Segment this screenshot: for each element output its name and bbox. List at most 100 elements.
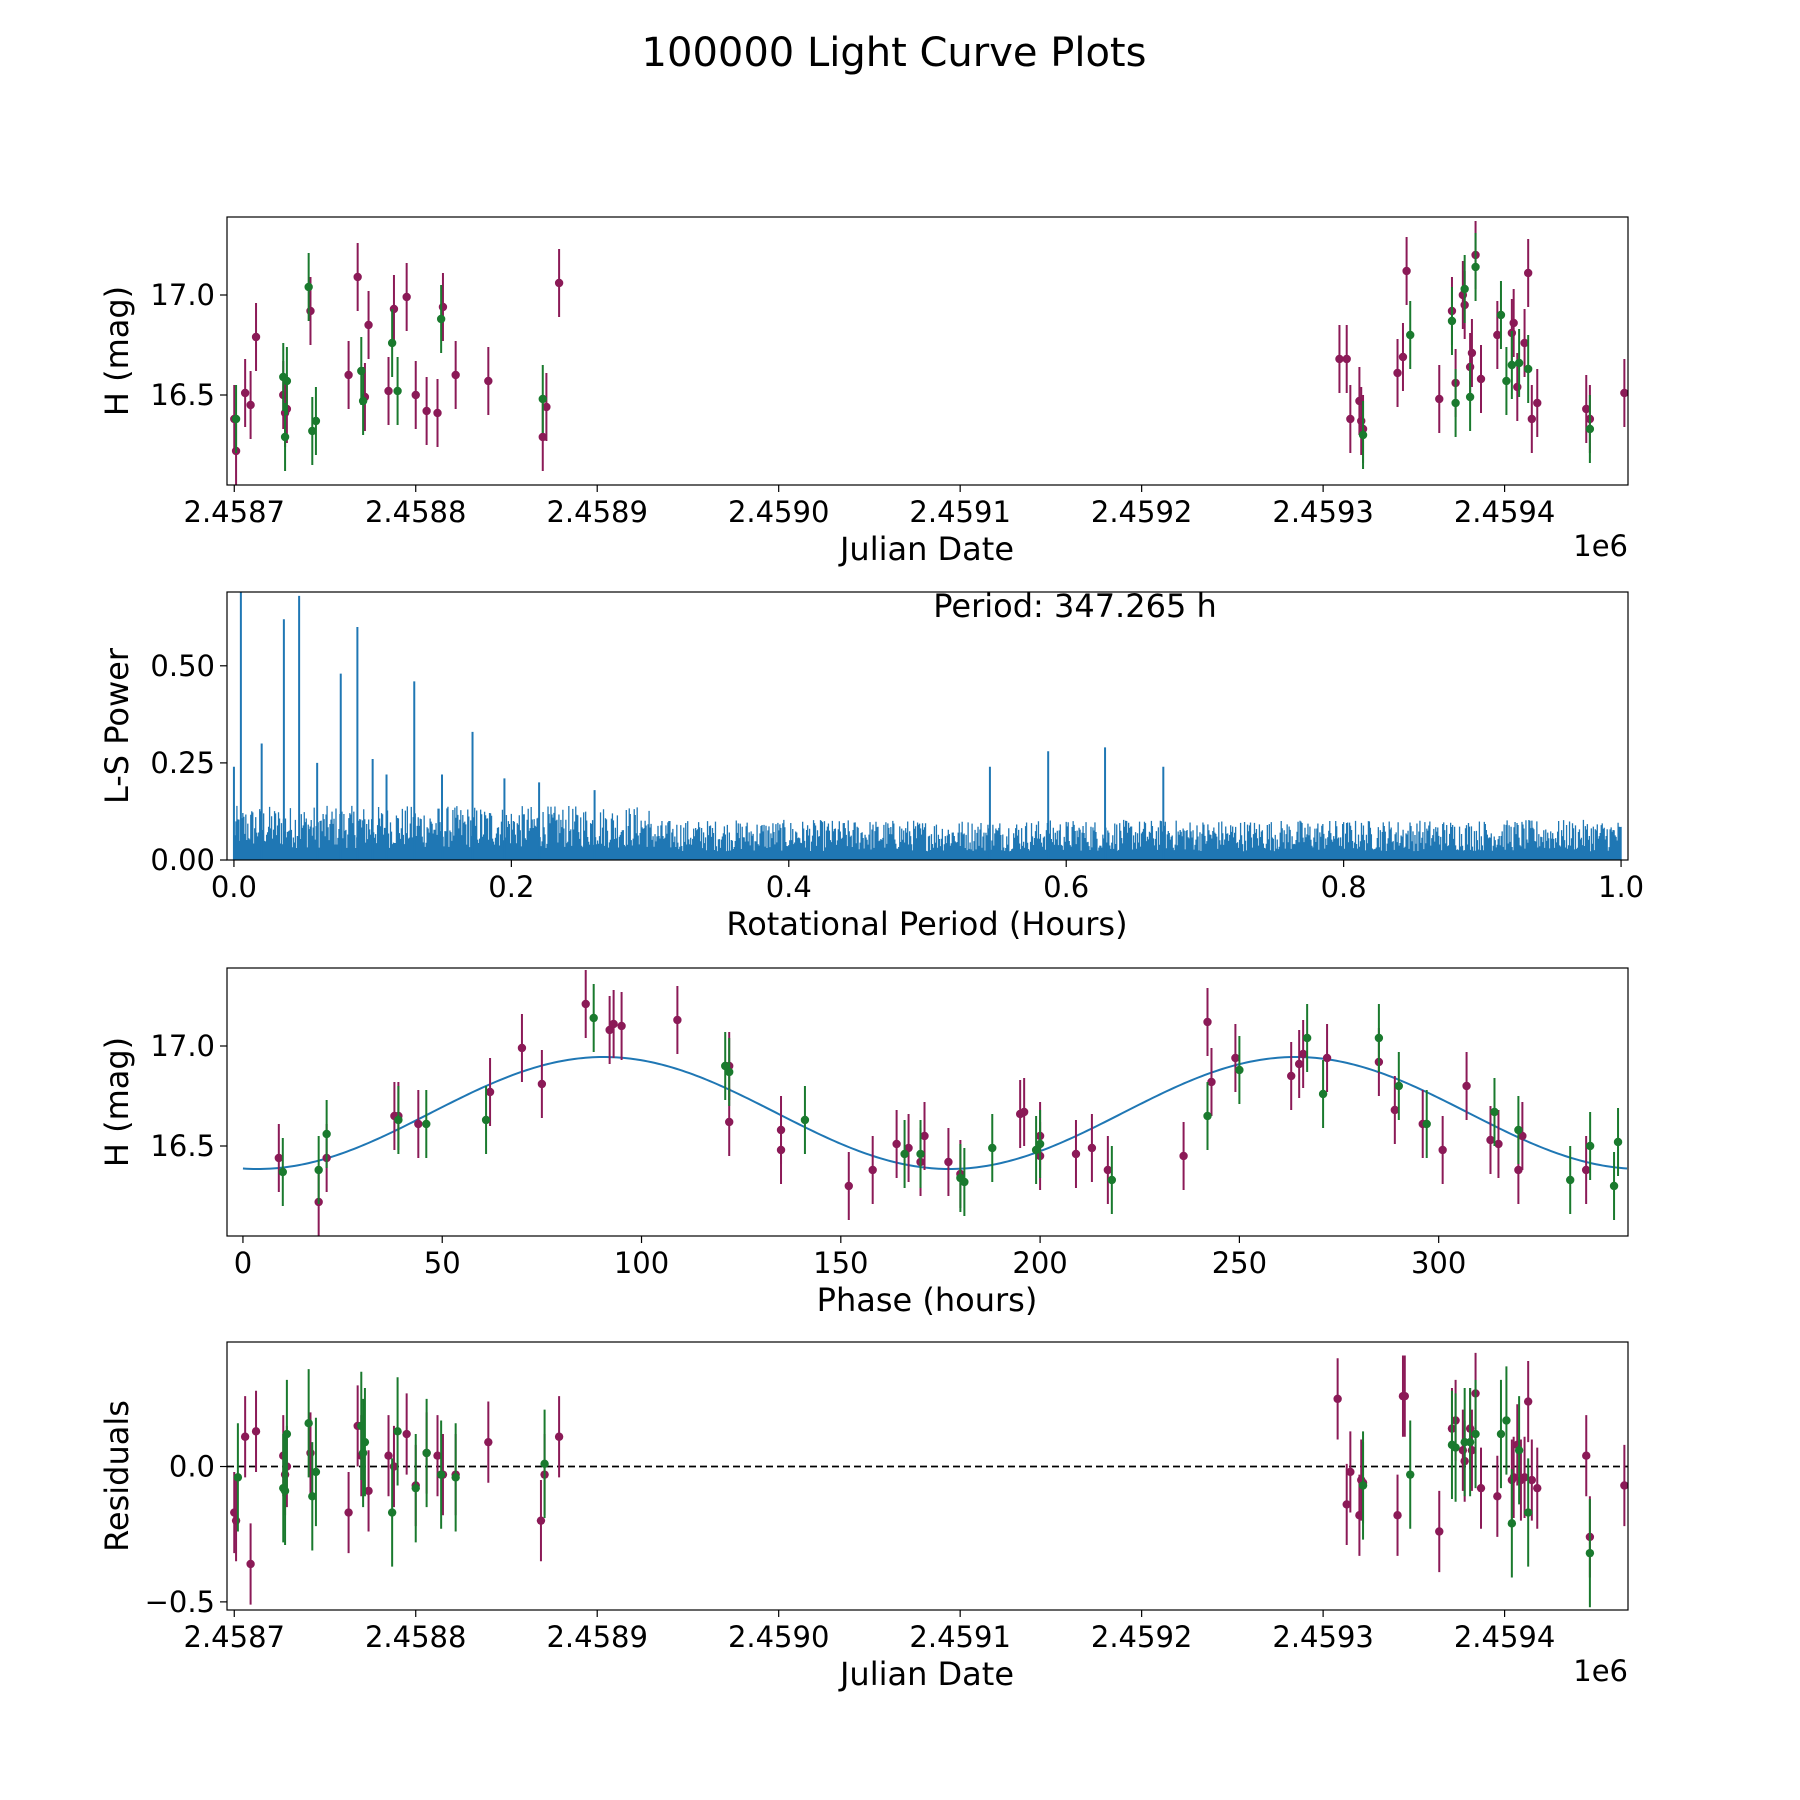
residuals-point-green (308, 1492, 317, 1501)
lightcurve-ytick-label: 16.5 (150, 378, 215, 412)
residuals-point-green (280, 1486, 290, 1496)
residuals-point-purple (1582, 1451, 1591, 1460)
phase-plot-area (242, 970, 1628, 1236)
phase-point-green (422, 1119, 431, 1129)
phase-point-purple (517, 1043, 527, 1053)
phase-point-purple (673, 1015, 682, 1025)
phase-point-purple (1071, 1149, 1081, 1159)
phase-point-purple (609, 1019, 618, 1029)
residuals-point-green (1406, 1470, 1415, 1479)
periodogram-panel: 0.0 0.2 0.4 0.6 0.8 1.0 0.00 0.25 0.50 Period: 3… (98, 587, 1644, 943)
phase-point-purple (1231, 1053, 1240, 1063)
lightcurve-point-purple (1582, 404, 1591, 414)
residuals-xtick-label: 2.4594 (1454, 1620, 1555, 1654)
phase-point-green (1235, 1065, 1244, 1075)
residuals-panel: 2.4587 2.4588 2.4589 2.4590 2.4591 2.4592 2.45… (98, 1341, 1629, 1693)
lightcurve-point-purple (554, 278, 564, 288)
periodogram-xtick-label: 0.6 (1043, 870, 1089, 904)
lightcurve-plot-area (230, 221, 1628, 485)
phase-point-green (1514, 1125, 1523, 1135)
residuals-point-green (436, 1470, 446, 1479)
lightcurve-point-purple (1620, 388, 1628, 398)
residuals-point-purple (484, 1437, 493, 1447)
residuals-xtick-label: 2.4589 (546, 1620, 647, 1654)
residuals-point-green (358, 1448, 368, 1458)
phase-xlabel: Phase (hours) (817, 1281, 1038, 1319)
lightcurve-offset-text: 1e6 (1573, 529, 1628, 563)
phase-point-purple (485, 1087, 495, 1097)
residuals-xtick-label: 2.4592 (1091, 1620, 1192, 1654)
phase-point-purple (537, 1079, 547, 1089)
lightcurve-xtick-label: 2.4593 (1272, 495, 1373, 529)
lightcurve-point-purple (353, 272, 362, 282)
residuals-point-green (233, 1473, 243, 1482)
phase-point-green (960, 1177, 969, 1187)
residuals-point-purple (1527, 1475, 1537, 1485)
residuals-point-purple (1346, 1467, 1355, 1477)
lightcurve-point-purple (538, 432, 547, 442)
lightcurve-point-purple (1520, 338, 1529, 348)
residuals-point-green (282, 1429, 292, 1439)
phase-point-purple (1518, 1131, 1527, 1141)
residuals-point-purple (402, 1429, 411, 1439)
phase-xtick-label: 150 (813, 1246, 868, 1280)
lightcurve-point-green (1507, 360, 1517, 370)
residuals-point-green (393, 1427, 402, 1436)
lightcurve-point-purple (1335, 354, 1344, 364)
lightcurve-point-green (1460, 284, 1469, 294)
lightcurve-point-purple (1342, 354, 1351, 364)
phase-point-green (481, 1115, 491, 1125)
lightcurve-point-green (1585, 424, 1595, 434)
lightcurve-point-green (304, 282, 313, 292)
phase-point-purple (274, 1153, 284, 1163)
lightcurve-point-purple (451, 370, 460, 380)
residuals-point-green (1514, 1446, 1524, 1455)
phase-point-purple (1179, 1151, 1188, 1161)
residuals-point-green (411, 1483, 420, 1493)
lightcurve-point-purple (240, 388, 250, 398)
periodogram-plot-area (232, 592, 1622, 860)
periodogram-xtick-label: 1.0 (1598, 870, 1644, 904)
residuals-point-green (1585, 1548, 1595, 1558)
lightcurve-point-green (1496, 310, 1506, 320)
residuals-point-purple (1523, 1397, 1533, 1406)
residuals-point-green (387, 1508, 397, 1517)
lightcurve-point-purple (1533, 398, 1542, 408)
residuals-point-purple (240, 1432, 250, 1441)
phase-xtick-label: 300 (1411, 1246, 1466, 1280)
lightcurve-point-purple (1509, 318, 1518, 328)
phase-ytick-label: 16.5 (150, 1129, 215, 1163)
phase-point-purple (1087, 1143, 1097, 1153)
residuals-point-green (1523, 1508, 1533, 1517)
lightcurve-point-green (311, 416, 321, 426)
lightcurve-point-green (1465, 392, 1475, 402)
residuals-point-purple (246, 1559, 255, 1569)
residuals-point-purple (1620, 1481, 1628, 1490)
residuals-point-purple (364, 1486, 373, 1496)
phase-point-purple (776, 1145, 786, 1155)
lightcurve-point-green (308, 426, 317, 436)
lightcurve-point-green (231, 414, 241, 424)
phase-point-green (1613, 1137, 1623, 1147)
lightcurve-point-purple (1357, 416, 1366, 426)
lightcurve-xlabel: Julian Date (838, 530, 1014, 568)
phase-point-purple (1322, 1053, 1332, 1063)
periodogram-ticks: 0.0 0.2 0.4 0.6 0.8 1.0 0.00 0.25 0.50 (150, 649, 1644, 904)
residuals-point-purple (554, 1432, 564, 1441)
residuals-point-purple (1493, 1492, 1502, 1501)
lightcurve-point-green (1406, 330, 1415, 340)
lightcurve-point-green (538, 394, 547, 404)
lightcurve-point-green (387, 338, 397, 348)
residuals-point-purple (384, 1451, 393, 1460)
phase-axes-frame (226, 967, 1629, 1237)
lightcurve-xtick-label: 2.4587 (184, 495, 285, 529)
phase-point-purple (1298, 1049, 1308, 1059)
phase-point-green (322, 1129, 331, 1139)
phase-point-green (1422, 1119, 1431, 1129)
lightcurve-point-purple (438, 302, 448, 312)
periodogram-xtick-label: 0.8 (1321, 870, 1367, 904)
periodogram-xtick-label: 0.0 (211, 870, 257, 904)
phase-point-green (1031, 1145, 1041, 1155)
phase-point-green (1374, 1033, 1384, 1043)
lightcurve-xtick-label: 2.4589 (546, 495, 647, 529)
